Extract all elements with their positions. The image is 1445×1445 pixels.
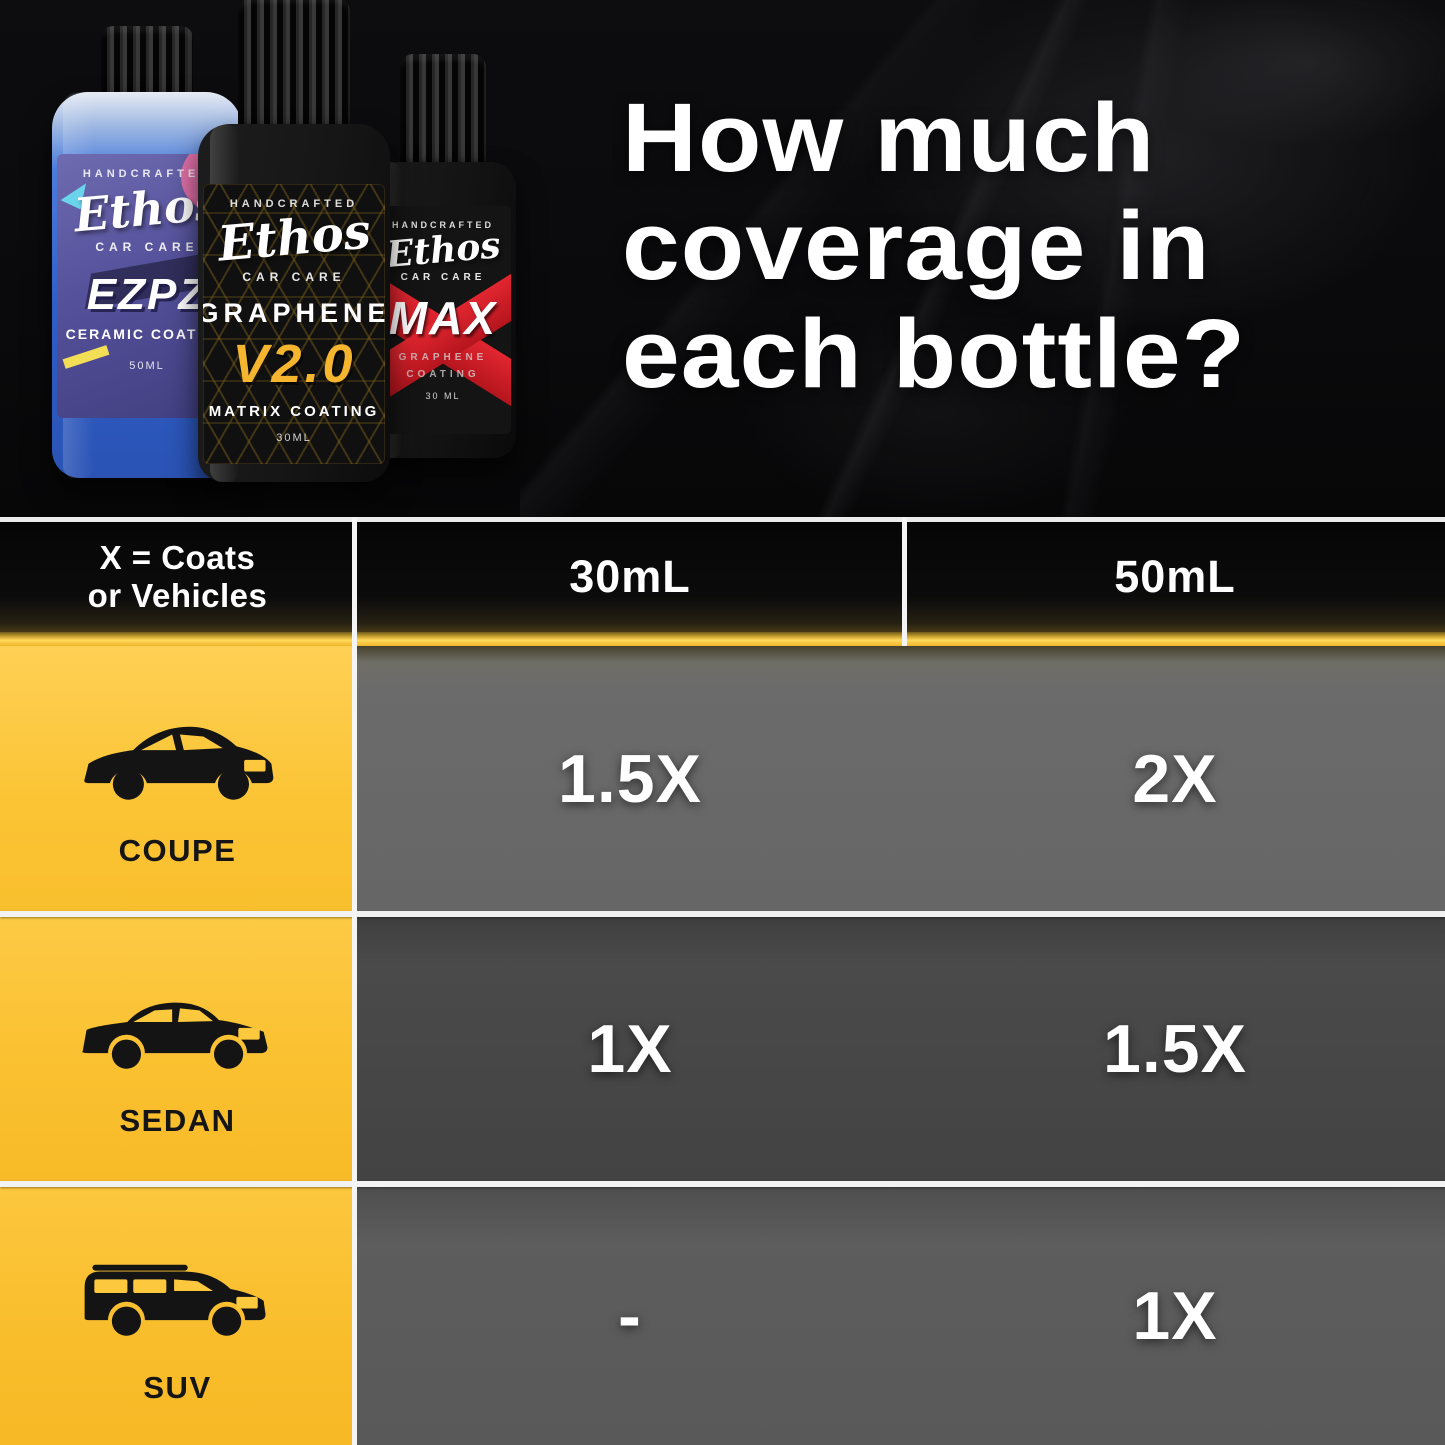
coverage-table: X = Coats or Vehicles 30mL 50mL COUPE 1 — [0, 517, 1445, 1445]
value-sedan-30ml: 1X — [355, 917, 905, 1181]
label-decoration — [62, 345, 110, 369]
vehicle-cell-suv: SUV — [0, 1187, 355, 1445]
value-suv-30ml: - — [355, 1187, 905, 1445]
vehicle-label: SEDAN — [119, 1103, 236, 1138]
product-name: MAX — [388, 292, 498, 344]
bottle-label: HANDCRAFTED Ethos CAR CARE MAX GRAPHENE … — [375, 206, 511, 434]
bottle-graphene-v2: HANDCRAFTED Ethos CAR CARE GRAPHENE V2.0… — [198, 0, 390, 482]
bottle-cap — [238, 0, 350, 144]
hero-section: HANDCRAFTED Ethos CAR CARE EZPZ CERAMIC … — [0, 0, 1445, 517]
handcrafted-text: HANDCRAFTED — [392, 220, 494, 230]
title-line: each bottle? — [622, 299, 1247, 408]
title-line: coverage in — [622, 191, 1211, 300]
product-size: 30ML — [276, 432, 312, 444]
gold-stripe — [0, 632, 1445, 646]
brand-subtext: CAR CARE — [400, 272, 486, 283]
column-divider-header — [902, 517, 907, 646]
sedan-icon — [81, 1002, 267, 1069]
row-divider — [0, 1181, 1445, 1187]
brand-logo: Ethos — [215, 203, 373, 273]
row-divider — [0, 911, 1445, 917]
column-header-30ml: 30mL — [569, 551, 691, 602]
bottle-label: HANDCRAFTED Ethos CAR CARE GRAPHENE V2.0… — [203, 184, 385, 464]
car-background-image — [520, 0, 1445, 517]
product-name: GRAPHENE — [203, 298, 385, 328]
hexagon-pattern — [203, 184, 385, 464]
product-size: 30 ML — [425, 391, 461, 401]
table-row-coupe: COUPE 1.5X 2X — [0, 646, 1445, 911]
brand-logo: Ethos — [384, 224, 502, 276]
table-header-row: X = Coats or Vehicles 30mL 50mL — [0, 522, 1445, 632]
corner-header-line: X = Coats — [99, 539, 256, 576]
table-row-suv: SUV - 1X — [0, 1187, 1445, 1445]
title-line: How much — [622, 83, 1156, 192]
bottle-cap — [400, 54, 486, 180]
vehicle-cell-sedan: SEDAN — [0, 917, 355, 1181]
product-desc: MATRIX COATING — [208, 403, 380, 420]
suv-icon — [84, 1264, 266, 1336]
bottle-max: HANDCRAFTED Ethos CAR CARE MAX GRAPHENE … — [370, 54, 516, 458]
corner-header: X = Coats or Vehicles — [0, 522, 355, 632]
value-suv-50ml: 1X — [905, 1187, 1445, 1445]
vehicle-label: COUPE — [118, 832, 237, 868]
corner-header-line: or Vehicles — [87, 577, 268, 614]
product-desc: CERAMIC COATING — [65, 326, 229, 342]
product-desc-line: COATING — [406, 369, 480, 380]
product-desc-line: GRAPHENE — [398, 352, 488, 363]
value-coupe-30ml: 1.5X — [355, 646, 905, 911]
page-title: How much coverage in each bottle? — [622, 84, 1246, 408]
value-sedan-50ml: 1.5X — [905, 917, 1445, 1181]
vehicle-cell-coupe: COUPE — [0, 646, 355, 911]
value-coupe-50ml: 2X — [905, 646, 1445, 911]
product-size: 50ML — [129, 360, 165, 372]
vehicle-label: SUV — [143, 1370, 212, 1405]
coupe-icon — [83, 726, 273, 800]
brand-subtext: CAR CARE — [95, 240, 199, 254]
table-row-sedan: SEDAN 1X 1.5X — [0, 917, 1445, 1181]
product-name: EZPZ — [86, 270, 208, 319]
column-header-50ml: 50mL — [1114, 551, 1236, 602]
column-divider-main — [352, 517, 357, 1445]
brand-subtext: CAR CARE — [242, 270, 346, 284]
table-top-border — [0, 517, 1445, 522]
product-desc: GRAPHENE COATING — [399, 349, 488, 383]
product-version: V2.0 — [232, 334, 356, 394]
handcrafted-text: HANDCRAFTED — [229, 198, 359, 210]
handcrafted-text: HANDCRAFTED — [82, 168, 212, 180]
